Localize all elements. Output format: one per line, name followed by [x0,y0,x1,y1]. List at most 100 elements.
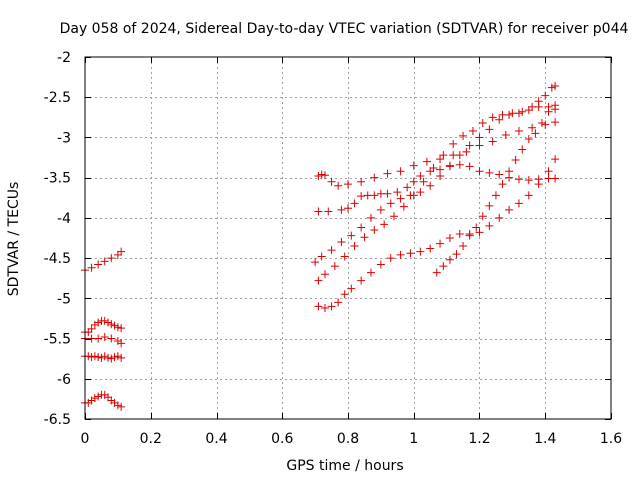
plot-frame [84,56,612,420]
data-point [100,332,109,341]
data-point [117,339,126,348]
data-point [376,205,385,214]
series-late-B [314,160,560,216]
data-point [357,276,366,285]
data-point [416,172,425,181]
data-point [104,353,113,362]
data-point [367,268,376,277]
data-point [551,174,560,183]
data-point [455,160,464,169]
data-point [531,129,540,138]
data-point [357,192,366,201]
data-point [429,164,438,173]
data-point [380,220,389,229]
x-tick-label: 1 [409,431,418,447]
data-point [117,353,126,362]
data-point [94,392,103,401]
data-point [110,353,119,362]
data-point [524,191,533,200]
data-point [465,141,474,150]
data-point [501,131,510,140]
data-point [314,172,323,181]
data-point [406,191,415,200]
data-point [514,109,523,118]
data-point [104,393,113,402]
x-tick-label: 0.6 [271,431,293,447]
data-point [386,254,395,263]
data-point [110,321,119,330]
y-tick-label: -2 [57,50,71,66]
data-point [416,188,425,197]
data-point [337,238,346,247]
data-point [541,91,550,100]
data-point [94,318,103,327]
data-point [107,334,116,343]
data-point [468,127,477,136]
y-tick-label: -5 [57,291,71,307]
data-point [475,228,484,237]
data-point [406,249,415,258]
data-point [534,180,543,189]
data-point [340,290,349,299]
data-point [495,170,504,179]
data-point [117,324,126,333]
y-tick-label: -3 [57,130,71,146]
x-tick-label: 1.6 [600,431,622,447]
data-point [436,155,445,164]
data-point [478,118,487,127]
data-point [347,231,356,240]
x-tick-label: 0 [81,431,90,447]
data-point [488,137,497,146]
data-point [436,172,445,181]
data-point [514,127,523,136]
data-point [314,276,323,285]
y-tick-label: -6.5 [44,412,71,428]
data-point [524,135,533,144]
series-early-1 [81,247,126,275]
x-tick-label: 0.2 [140,431,162,447]
data-point [350,242,359,251]
data-point [117,247,126,256]
data-point [100,316,109,325]
data-point [409,177,418,186]
data-point [439,262,448,271]
data-point [370,173,379,182]
data-point [324,207,333,216]
data-point [90,394,99,403]
x-tick-label: 0.8 [337,431,359,447]
data-point [94,334,103,343]
data-point [344,204,352,213]
data-point [518,107,527,116]
data-point [544,167,553,176]
x-tick-label: 1.2 [468,431,490,447]
data-point [347,284,356,293]
y-tick-label: -3.5 [44,171,71,187]
data-point [505,110,514,119]
data-point [107,254,116,263]
data-point [390,212,399,221]
y-tick-label: -4.5 [44,251,71,267]
data-point [100,352,109,361]
data-point [396,167,405,176]
data-point [472,223,481,232]
x-tick-label: 0.4 [205,431,227,447]
data-point [511,155,520,164]
series-early-4 [81,352,126,363]
data-point [327,302,336,311]
data-point [107,320,116,329]
data-point [376,260,385,269]
data-point [518,145,527,154]
data-point [528,123,537,132]
data-point [416,247,425,256]
data-point [107,354,116,363]
data-point [370,225,379,234]
data-point [334,298,343,307]
data-point [317,252,326,261]
data-point [537,118,546,127]
data-point [505,205,514,214]
data-point [399,202,408,211]
series-late-E [314,155,560,312]
data-point [337,205,346,214]
data-point [475,167,484,176]
data-point [113,250,122,259]
